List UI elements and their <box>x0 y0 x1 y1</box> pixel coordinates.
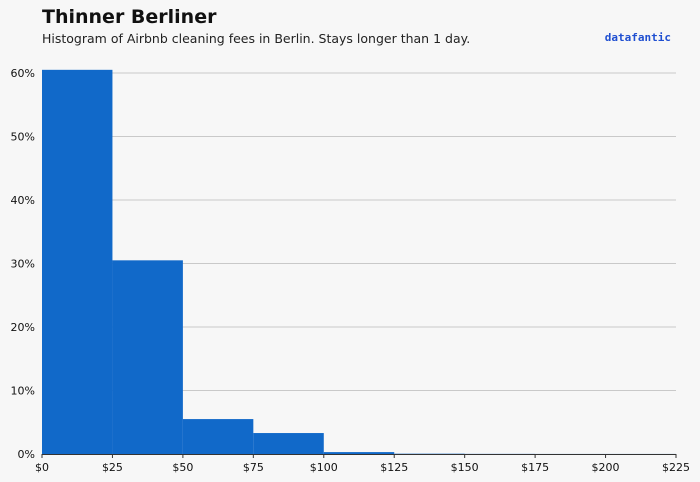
x-tick-label: $50 <box>172 461 193 474</box>
y-tick-labels: 0% 10% 20% 30% 40% 50% 60% <box>11 67 35 461</box>
brand-logo: datafantic <box>604 31 671 44</box>
y-tick-label: 20% <box>11 321 35 334</box>
y-tick-label: 0% <box>18 448 35 461</box>
x-tick-label: $175 <box>521 461 549 474</box>
x-tick-label: $150 <box>451 461 479 474</box>
bar-50-75 <box>182 419 254 454</box>
y-tick-label: 10% <box>11 385 35 398</box>
x-tick-label: $100 <box>310 461 338 474</box>
histogram-bars <box>42 69 676 454</box>
x-tick-label: $75 <box>243 461 264 474</box>
y-tick-label: 60% <box>11 67 35 80</box>
x-tick-label: $200 <box>592 461 620 474</box>
x-tick-label: $125 <box>380 461 408 474</box>
y-tick-label: 40% <box>11 194 35 207</box>
chart-subtitle: Histogram of Airbnb cleaning fees in Ber… <box>42 31 471 46</box>
chart-title: Thinner Berliner <box>42 6 217 28</box>
bar-25-50 <box>112 260 183 454</box>
bar-0-25 <box>42 69 113 454</box>
y-tick-label: 50% <box>11 131 35 144</box>
y-tick-label: 30% <box>11 258 35 271</box>
bar-75-100 <box>253 433 324 454</box>
x-tick-label: $0 <box>35 461 49 474</box>
x-tick-label: $25 <box>102 461 123 474</box>
x-tick-labels: $0 $25 $50 $75 $100 $125 $150 $175 $200 $225 <box>35 461 690 474</box>
bar-100-125 <box>323 452 395 454</box>
x-tick-label: $225 <box>662 461 690 474</box>
axes <box>41 454 677 458</box>
